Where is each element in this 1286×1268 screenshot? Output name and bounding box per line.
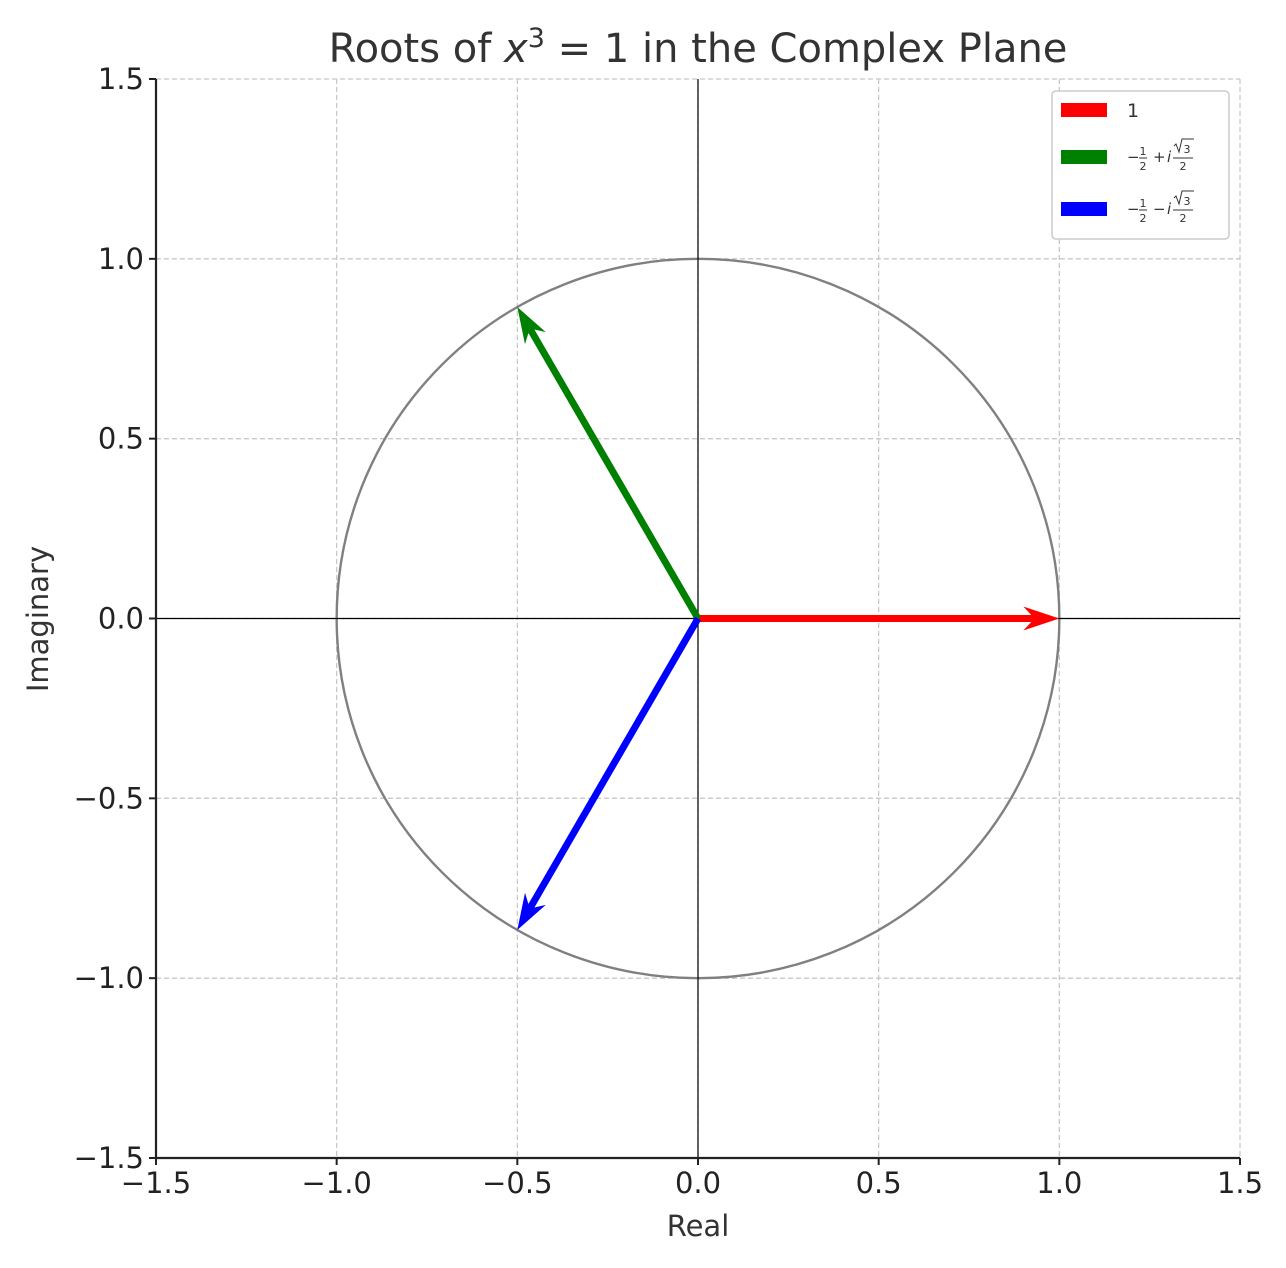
legend-swatch-3 — [1061, 202, 1107, 216]
chart-title: Roots of x3 = 1 in the Complex Plane — [329, 23, 1068, 72]
root-vectors — [517, 307, 1060, 930]
vector-arrow-1 — [698, 606, 1060, 631]
legend-frac-num: 1 — [1140, 197, 1147, 210]
legend-entry-3: −12− i 32 — [1127, 190, 1194, 225]
y-tick-label: 0.0 — [98, 602, 144, 636]
y-tick-label: 0.5 — [98, 422, 144, 456]
legend-frac-den: 2 — [1180, 160, 1187, 173]
legend-entry-2: −1 2 + i 3 2 — [1127, 138, 1194, 173]
legend: 1− 12+ i 32− 12− i 32 — [1051, 90, 1230, 240]
y-tick-label: 1.5 — [98, 62, 144, 96]
x-tick-label: −0.5 — [482, 1166, 552, 1200]
x-ticks: −1.5 −1.0 −0.5 0.0 0.5 1.0 1.5 — [121, 1158, 1263, 1200]
y-tick-label: −0.5 — [74, 781, 144, 815]
legend-imag-unit: i — [1167, 200, 1172, 218]
y-axis-label: Imaginary — [21, 546, 55, 692]
x-axis-label: Real — [667, 1209, 730, 1243]
vector-arrow-2 — [517, 307, 701, 621]
x-tick-label: 0.0 — [675, 1166, 721, 1200]
y-ticks: −1.5 −1.0 −0.5 0.0 0.5 1.0 1.5 — [74, 62, 156, 1175]
legend-frac-den: 2 — [1140, 160, 1147, 173]
legend-swatch-2 — [1061, 150, 1107, 164]
legend-sqrt-sign — [1173, 190, 1194, 206]
legend-minus: − — [1127, 148, 1140, 166]
legend-entry-1: 1 — [1127, 100, 1139, 122]
legend-frac-den: 2 — [1140, 212, 1147, 225]
legend-imag-unit: i — [1167, 148, 1172, 166]
legend-sign: + — [1153, 148, 1166, 166]
legend-frac-num: 1 — [1140, 145, 1147, 158]
x-tick-label: −1.5 — [121, 1166, 191, 1200]
legend-sqrt-sign — [1173, 138, 1194, 154]
x-tick-label: 1.5 — [1217, 1166, 1263, 1200]
x-tick-label: 1.0 — [1036, 1166, 1082, 1200]
legend-minus: − — [1127, 200, 1140, 218]
legend-label: 1 — [1127, 100, 1139, 122]
y-tick-label: −1.5 — [74, 1141, 144, 1175]
y-tick-label: 1.0 — [98, 242, 144, 276]
vector-arrow-3 — [517, 616, 701, 930]
legend-sqrt-num: 3 — [1184, 143, 1191, 156]
x-tick-label: −1.0 — [301, 1166, 371, 1200]
y-tick-label: −1.0 — [74, 961, 144, 995]
legend-swatch-1 — [1061, 103, 1107, 117]
legend-sign: − — [1153, 200, 1166, 218]
x-tick-label: 0.5 — [856, 1166, 902, 1200]
legend-sqrt-num: 3 — [1184, 195, 1191, 208]
legend-frac-den: 2 — [1180, 212, 1187, 225]
